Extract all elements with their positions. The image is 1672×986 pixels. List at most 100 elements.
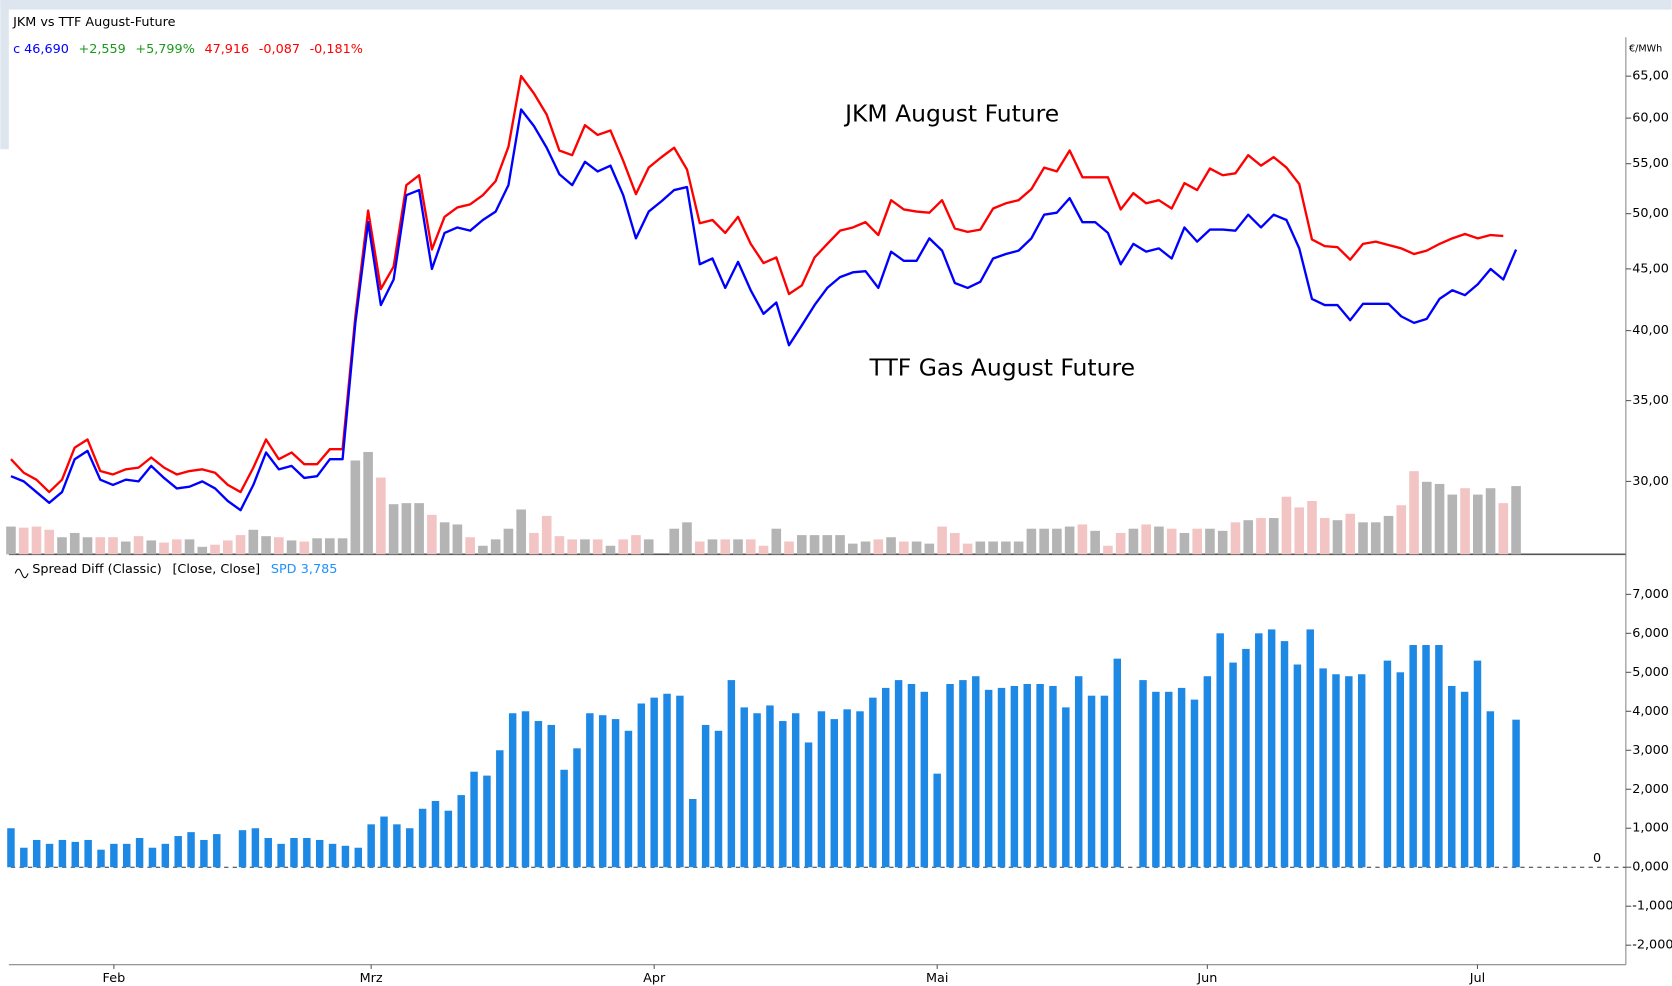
volume-bar	[860, 541, 871, 555]
left-strip	[0, 0, 9, 150]
volume-bar	[6, 526, 16, 555]
spread-bar	[380, 816, 388, 868]
volume-bar	[784, 541, 794, 555]
spread-bar	[1473, 660, 1482, 868]
chart-title: JKM vs TTF August-Future	[12, 15, 176, 30]
spread-bar	[161, 843, 170, 868]
spread-bar	[187, 832, 195, 868]
volume-bar	[669, 528, 680, 555]
volume-bar	[911, 541, 922, 555]
spread-bar	[676, 695, 684, 868]
spread-bar	[894, 680, 903, 868]
spread-bar	[791, 713, 800, 868]
volume-bar	[1179, 532, 1190, 555]
spread-bar	[1293, 664, 1302, 868]
spread-bar	[611, 719, 620, 868]
volume-bar	[796, 535, 807, 555]
volume-bar	[541, 515, 552, 555]
spread-bar	[1435, 645, 1443, 868]
volume-bar	[605, 545, 616, 555]
volume-bar	[465, 537, 475, 555]
volume-bar	[388, 504, 399, 555]
spread-bar	[84, 839, 92, 868]
spread-bar	[650, 697, 658, 868]
volume-bar	[1103, 545, 1113, 555]
volume-bar	[1485, 488, 1496, 555]
spread-bar	[1460, 691, 1469, 868]
volume-bar	[1039, 528, 1049, 555]
volume-bar	[337, 538, 348, 555]
volume-bar	[261, 536, 271, 555]
spread-bar	[1049, 685, 1057, 868]
quote-value: +2,559	[78, 42, 125, 57]
volume-bar	[120, 541, 131, 555]
spread-bar	[1177, 687, 1186, 868]
spread-bar	[959, 680, 967, 868]
y-tick-label: 60,00	[1632, 111, 1669, 126]
spread-bar	[1448, 685, 1456, 868]
volume-bar	[1192, 528, 1202, 555]
spread-bar	[714, 730, 723, 868]
indicator-series-name: SPD	[271, 562, 297, 577]
spread-bar	[624, 730, 633, 868]
volume-bar	[325, 538, 335, 555]
spread-bar	[1139, 680, 1147, 868]
volume-bar	[1001, 541, 1011, 555]
volume-bar	[592, 539, 603, 555]
volume-bar	[427, 514, 437, 555]
spread-bar	[20, 847, 28, 868]
volume-bar	[886, 537, 896, 555]
volume-bar	[1319, 518, 1330, 555]
volume-bar	[988, 541, 998, 555]
spread-bar	[920, 691, 929, 868]
spread-bar	[727, 680, 736, 868]
spread-bar	[444, 810, 453, 868]
spread-bar	[1267, 629, 1276, 868]
volume-bar	[643, 539, 654, 555]
volume-bar	[950, 532, 960, 555]
volume-bar	[733, 539, 743, 555]
spread-bar	[508, 713, 517, 868]
spread-bar	[1113, 658, 1122, 868]
volume-bar	[1332, 520, 1343, 555]
volume-bar	[171, 539, 182, 555]
spread-bar	[1010, 685, 1019, 868]
volume-bar	[1052, 528, 1062, 555]
spread-bar	[238, 830, 247, 868]
volume-bar	[962, 543, 973, 555]
volume-bar	[478, 545, 488, 555]
spread-bar	[779, 721, 787, 868]
volume-bar	[1281, 496, 1292, 555]
y-tick-label: 6,000	[1632, 626, 1669, 641]
volume-bar	[554, 536, 565, 555]
volume-bar	[771, 528, 782, 555]
spread-bar	[431, 800, 440, 868]
volume-bar	[44, 529, 55, 555]
volume-bar	[312, 538, 322, 555]
volume-bar	[1154, 526, 1164, 555]
spread-bar	[972, 676, 980, 868]
quote-value: 47,916	[204, 42, 249, 57]
volume-bar	[235, 535, 246, 555]
volume-bar	[274, 537, 284, 555]
volume-bar	[1217, 530, 1228, 555]
volume-bar	[248, 529, 259, 555]
volume-bar	[1026, 528, 1037, 555]
spread-bar	[1242, 648, 1250, 868]
spread-bar	[1255, 633, 1263, 868]
spread-bar	[1023, 684, 1031, 868]
volume-bar	[1128, 528, 1139, 555]
y-tick-label: 5,000	[1632, 665, 1669, 680]
volume-bar	[1460, 488, 1470, 555]
spread-bar	[58, 839, 67, 868]
volume-bar	[631, 535, 641, 555]
volume-bar	[146, 540, 157, 555]
spread-bar	[830, 719, 838, 868]
spread-bar	[200, 839, 208, 868]
volume-bar	[1434, 483, 1445, 555]
volume-bar	[69, 532, 80, 555]
volume-bar	[1230, 522, 1241, 555]
volume-bar	[809, 535, 820, 555]
volume-bar	[197, 546, 208, 555]
spread-bar	[1332, 674, 1340, 868]
